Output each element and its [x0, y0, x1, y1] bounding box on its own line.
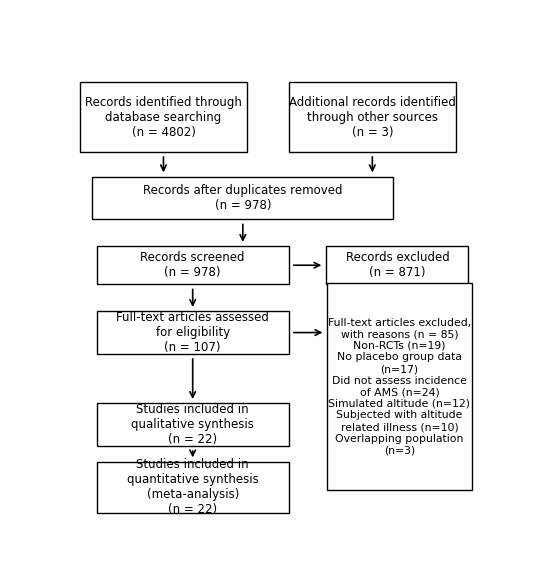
Text: Full-text articles excluded,
with reasons (n = 85)
Non-RCTs (n=19)
No placebo gr: Full-text articles excluded, with reason…	[328, 318, 471, 455]
Text: Studies included in
quantitative synthesis
(meta-analysis)
(n = 22): Studies included in quantitative synthes…	[127, 458, 259, 517]
Text: Records after duplicates removed
(n = 978): Records after duplicates removed (n = 97…	[143, 184, 343, 212]
FancyBboxPatch shape	[96, 246, 289, 285]
Text: Records screened
(n = 978): Records screened (n = 978)	[141, 251, 245, 279]
Text: Records identified through
database searching
(n = 4802): Records identified through database sear…	[85, 96, 242, 139]
FancyBboxPatch shape	[96, 403, 289, 446]
FancyBboxPatch shape	[327, 283, 472, 490]
FancyBboxPatch shape	[93, 177, 393, 219]
FancyBboxPatch shape	[96, 311, 289, 354]
FancyBboxPatch shape	[80, 82, 247, 152]
FancyBboxPatch shape	[289, 82, 456, 152]
FancyBboxPatch shape	[327, 246, 468, 285]
Text: Records excluded
(n = 871): Records excluded (n = 871)	[345, 251, 449, 279]
Text: Full-text articles assessed
for eligibility
(n = 107): Full-text articles assessed for eligibil…	[116, 311, 269, 354]
Text: Studies included in
qualitative synthesis
(n = 22): Studies included in qualitative synthesi…	[132, 403, 254, 446]
FancyBboxPatch shape	[96, 462, 289, 513]
Text: Additional records identified
through other sources
(n = 3): Additional records identified through ot…	[289, 96, 456, 139]
